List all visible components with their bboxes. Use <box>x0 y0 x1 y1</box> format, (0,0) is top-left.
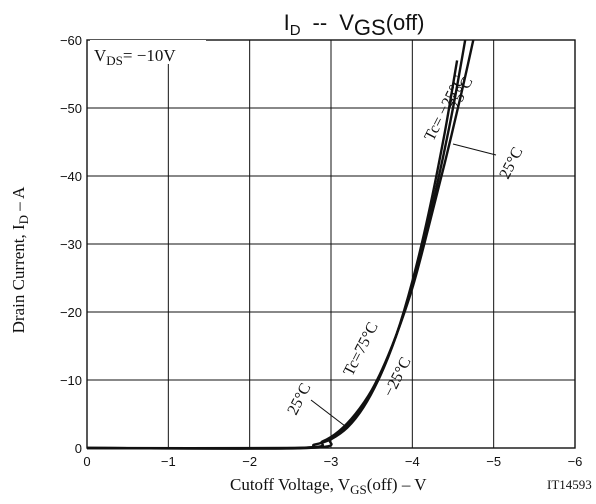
y-tick-label: −50 <box>60 101 82 116</box>
x-tick-label: −4 <box>405 454 420 469</box>
title-v-tail: (off) <box>386 10 425 35</box>
leader-upper-25 <box>452 143 497 156</box>
title-i: I <box>284 10 290 35</box>
tick-labels: 0 −1 −2 −3 −4 −5 −60−10−20−30−40−50−60 <box>60 33 582 469</box>
y-tick-label: −30 <box>60 237 82 252</box>
y-axis-label-pre: Drain Current, I <box>9 224 28 333</box>
condition-tail: = −10V <box>123 46 176 65</box>
leader-lower-25 <box>310 399 346 427</box>
figure-code: IT14593 <box>547 477 592 492</box>
y-tick-label: −10 <box>60 373 82 388</box>
series-line-2 <box>86 60 459 450</box>
condition-box <box>90 40 206 64</box>
y-axis-label: Drain Current, ID – A <box>9 186 31 334</box>
condition-v: V <box>94 46 107 65</box>
y-axis-label-sub: D <box>16 215 31 224</box>
title-i-sub: D <box>290 22 301 39</box>
x-axis-label-post: (off) – V <box>367 475 428 494</box>
x-tick-label: −5 <box>486 454 501 469</box>
y-tick-label: −20 <box>60 305 82 320</box>
x-tick-label: −3 <box>324 454 339 469</box>
title-v: V <box>339 10 354 35</box>
x-tick-label: 0 <box>83 454 90 469</box>
title-v-sub: GS <box>354 15 386 40</box>
y-tick-label: 0 <box>75 441 82 456</box>
x-axis-label-sub: GS <box>350 482 367 497</box>
x-axis-label-pre: Cutoff Voltage, V <box>230 475 351 494</box>
annotation-lower-tc: Tc=75°C <box>340 320 381 379</box>
x-axis-label: Cutoff Voltage, VGS(off) – V <box>230 475 427 497</box>
y-tick-label: −40 <box>60 169 82 184</box>
title-sep: -- <box>313 10 328 35</box>
plot-frame <box>86 39 576 449</box>
y-tick-label: −60 <box>60 33 82 48</box>
condition-label: VDS= −10V <box>94 46 176 68</box>
grid <box>86 39 576 449</box>
annotation-lower-25: 25°C <box>284 381 314 418</box>
condition-sub: DS <box>106 53 123 68</box>
x-tick-label: −6 <box>568 454 583 469</box>
chart-title: ID -- VGS(off) <box>284 10 425 40</box>
x-tick-label: −2 <box>242 454 257 469</box>
y-axis-label-post: – A <box>9 186 28 215</box>
x-tick-label: −1 <box>161 454 176 469</box>
